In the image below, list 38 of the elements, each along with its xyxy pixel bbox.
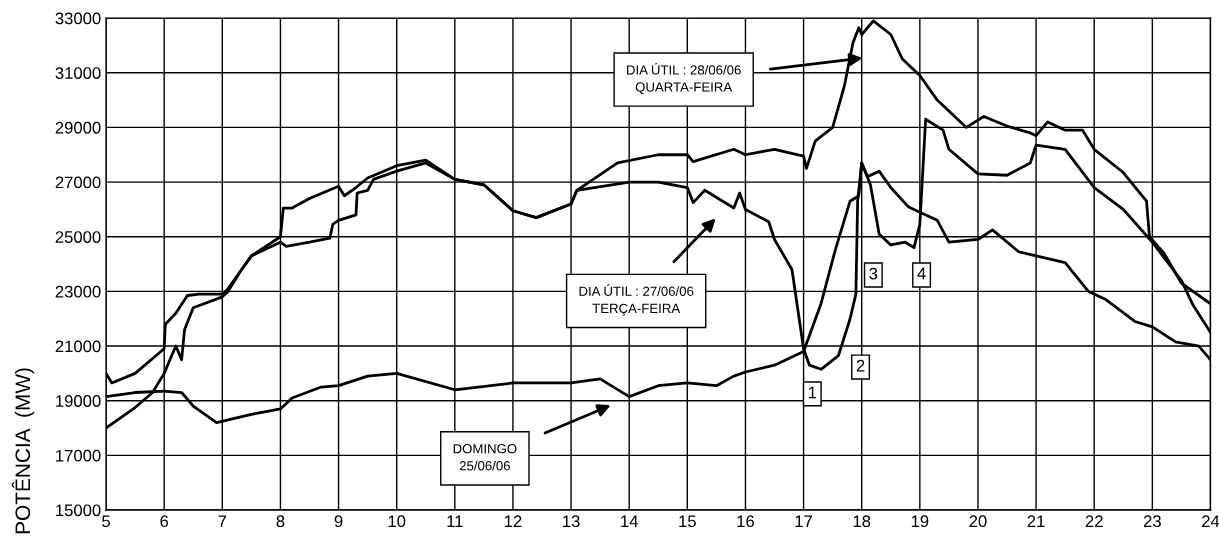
annotation: 1 [808,386,817,399]
annotation: DOMINGO 25/06/06 [453,444,517,471]
x-tick-label: 5 [102,515,110,528]
y-axis-title: POTÊNCIA (MW) [11,368,35,534]
x-tick-label: 8 [276,515,285,528]
y-tick-label: 33000 [55,12,101,25]
x-tick-label: 16 [737,515,754,528]
annotation: DIA ÚTIL : 27/06/06 TERÇA-FEIRA [579,284,694,316]
x-tick-label: 14 [621,515,638,527]
x-tick-label: 12 [504,515,522,527]
annotation: 3 [869,267,878,280]
x-tick-label: 21 [1027,515,1045,527]
x-tick-label: 9 [334,515,343,528]
x-tick-label: 23 [1143,515,1161,528]
y-tick-label: 25000 [55,231,101,243]
x-tick-label: 7 [218,515,227,527]
x-tick-label: 15 [679,515,696,528]
x-tick-label: 17 [795,515,813,527]
y-tick-label: 27000 [55,176,101,189]
annotation: DIA ÚTIL : 28/06/06 QUARTA-FEIRA [627,63,741,95]
y-tick-label: 17000 [56,449,101,462]
annotation: 2 [856,359,865,372]
x-tick-label: 6 [160,515,169,528]
y-tick-label: 31000 [55,67,101,79]
y-tick-label: 15000 [56,504,101,517]
x-tick-label: 20 [969,515,987,528]
x-tick-label: 22 [1085,515,1103,527]
y-tick-label: 19000 [56,395,101,407]
x-tick-label: 24 [1202,515,1219,527]
x-tick-label: 18 [853,515,871,528]
x-tick-label: 10 [388,515,406,528]
x-tick-label: 19 [911,515,929,528]
y-tick-label: 23000 [55,285,101,298]
x-tick-label: 13 [563,515,580,528]
annotation: 4 [917,267,926,280]
y-tick-label: 21000 [55,340,101,353]
y-tick-label: 29000 [55,121,101,134]
x-tick-label: 11 [447,515,463,527]
